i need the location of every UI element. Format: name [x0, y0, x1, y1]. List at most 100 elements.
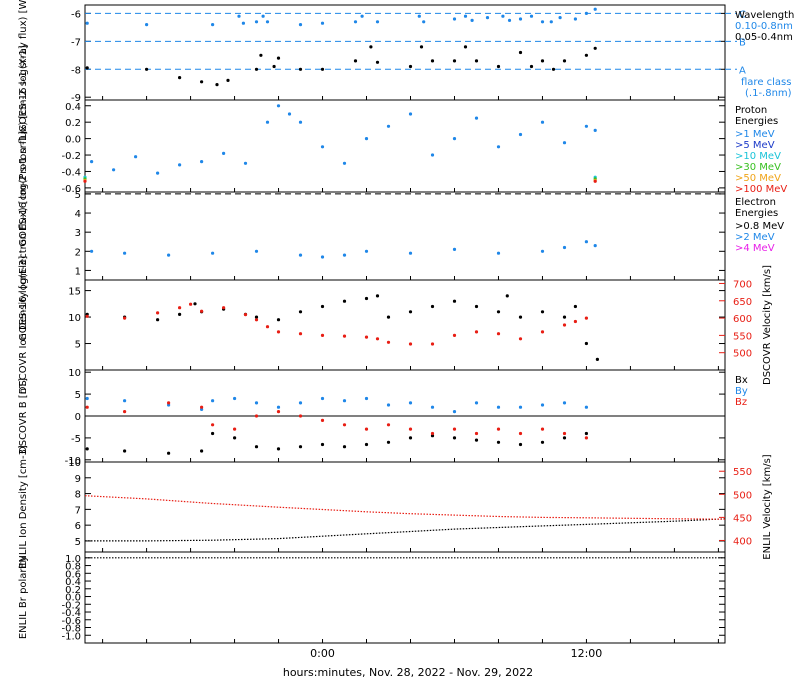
data-point	[496, 64, 501, 69]
data-point	[156, 171, 160, 175]
y-tick-label: 7	[75, 505, 81, 516]
y-tick-label: 15	[68, 287, 81, 298]
data-point	[211, 23, 215, 27]
legend-item: Bz	[735, 397, 747, 408]
y-tick-label: -8	[71, 65, 81, 76]
y-tick-label: 0.4	[65, 577, 81, 588]
legend-item: >50 MeV	[735, 173, 781, 184]
data-point	[540, 330, 545, 334]
data-point	[276, 410, 281, 414]
data-point	[90, 249, 94, 253]
panel-goes-electron: 1 2 3 4 5 GOES-16 log(Electron flux) [cm-2 s-…	[18, 131, 784, 341]
data-point	[200, 160, 204, 164]
data-point	[276, 330, 281, 334]
y-tick-label: 0.0	[65, 135, 81, 146]
data-point	[595, 357, 600, 361]
data-point	[562, 323, 567, 327]
data-point	[320, 418, 325, 422]
data-point	[298, 332, 303, 336]
data-point	[215, 83, 219, 87]
y-tick-label: 0.2	[65, 118, 81, 129]
y-tick-label: 5	[75, 340, 81, 351]
y-tick-label: 2	[75, 247, 81, 258]
legend-item: 0.05-0.4nm	[735, 32, 793, 43]
y-tick-label-right: 500	[733, 349, 752, 360]
data-point	[562, 245, 567, 250]
data-point	[430, 304, 435, 309]
data-point	[233, 427, 237, 431]
data-point	[584, 316, 589, 320]
data-point	[551, 67, 556, 71]
data-point	[226, 78, 230, 82]
data-point	[364, 296, 369, 301]
panel-goes-xray: -9 -8 -7 -6 GOES-16 log(Xray flux) [W m-2] A B…	[18, 0, 794, 132]
data-point	[408, 436, 413, 440]
data-point	[200, 405, 204, 409]
data-point	[452, 436, 457, 440]
data-point	[265, 20, 270, 24]
legend-title: Energies	[735, 116, 778, 127]
y-tick-label: -0.2	[61, 600, 81, 611]
data-point	[518, 337, 523, 341]
y-tick-label: 3	[75, 228, 81, 239]
data-point	[452, 299, 457, 303]
data-point	[422, 20, 426, 24]
data-point	[593, 46, 597, 50]
data-point	[259, 53, 263, 57]
data-point	[85, 314, 89, 318]
data-point	[540, 59, 545, 63]
data-point	[193, 302, 197, 306]
data-point	[265, 120, 270, 124]
data-point	[430, 434, 435, 438]
data-point	[364, 335, 369, 339]
data-point	[364, 396, 369, 401]
data-point	[386, 340, 391, 344]
data-point	[529, 64, 534, 69]
flare-level-label: A	[739, 65, 746, 76]
data-point	[298, 401, 303, 405]
data-point	[375, 60, 380, 64]
x-tick-label: 0:00	[310, 647, 335, 660]
panel-frame	[84, 461, 726, 553]
data-point	[342, 299, 347, 303]
data-point	[562, 401, 567, 405]
y-tick-label: -5	[71, 434, 81, 445]
y-tick-label: 0.2	[65, 585, 81, 596]
data-point	[178, 312, 182, 316]
flare-level-label: C	[739, 9, 746, 20]
data-point	[562, 315, 567, 319]
data-point	[134, 155, 138, 159]
data-point	[540, 20, 545, 24]
data-point	[562, 141, 567, 145]
data-point	[593, 244, 597, 248]
data-point	[200, 449, 204, 453]
data-point	[496, 440, 501, 444]
data-point	[167, 253, 171, 257]
data-point	[298, 67, 303, 71]
data-point	[430, 405, 435, 409]
data-point	[408, 401, 413, 405]
panel-enlil-polarity: -1.0-0.8-0.6-0.4-0.20.00.20.40.60.81.0 EN…	[18, 551, 726, 644]
data-point	[298, 23, 303, 27]
data-point	[298, 310, 303, 314]
data-point	[584, 53, 589, 57]
data-point	[85, 396, 89, 401]
data-point	[496, 145, 501, 149]
data-point	[386, 124, 391, 128]
data-point	[452, 410, 457, 414]
series-line	[84, 495, 726, 520]
y-axis-label: DSCOVR B [nT]	[18, 378, 29, 454]
legend-item: >10 MeV	[735, 151, 781, 162]
data-point	[419, 45, 424, 49]
data-point	[272, 64, 276, 69]
data-point	[452, 59, 457, 63]
data-point	[470, 18, 474, 22]
data-point	[474, 59, 479, 63]
series-line	[85, 518, 726, 542]
panel-frame	[84, 551, 726, 644]
data-point	[342, 445, 347, 449]
data-point	[156, 318, 160, 322]
data-point	[496, 405, 501, 409]
data-point	[298, 120, 303, 124]
